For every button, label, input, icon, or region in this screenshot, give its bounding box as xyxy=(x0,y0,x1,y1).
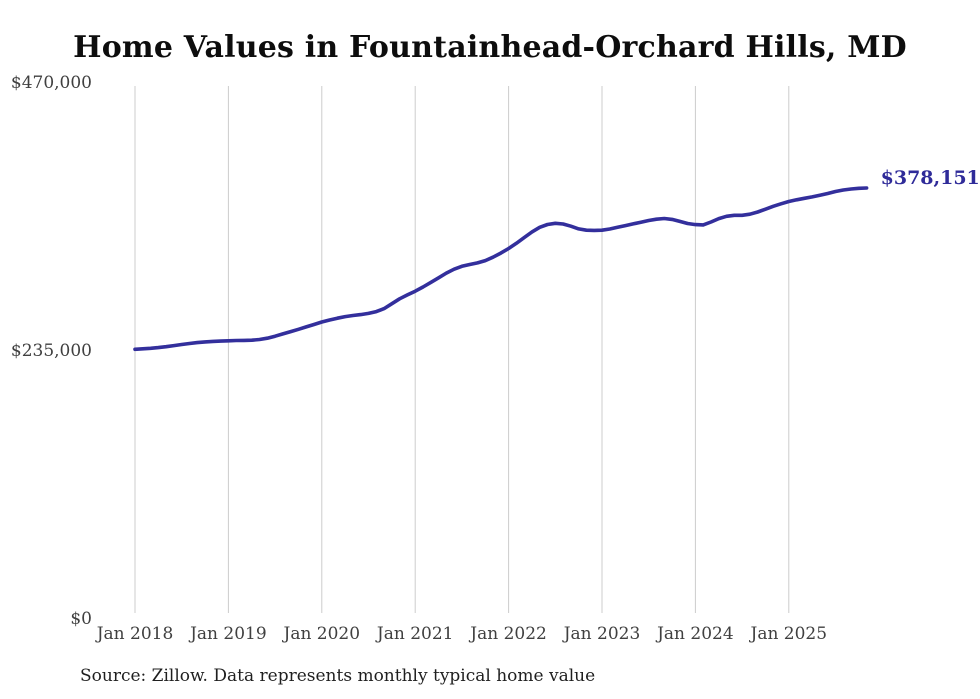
source-note: Source: Zillow. Data represents monthly … xyxy=(80,666,596,686)
year-gridlines xyxy=(134,86,790,613)
latest-value-label: $378,151 xyxy=(880,166,980,189)
x-tick-label-jan-2021: Jan 2021 xyxy=(376,624,454,644)
y-tick-label-235000: $235,000 xyxy=(10,341,92,361)
y-tick-label-0: $0 xyxy=(70,608,92,629)
x-tick-label-jan-2022: Jan 2022 xyxy=(470,624,547,644)
x-tick-label-jan-2025: Jan 2025 xyxy=(750,624,828,644)
x-tick-label-jan-2018: Jan 2018 xyxy=(96,624,174,644)
y-tick-label-470000: $470,000 xyxy=(10,73,92,94)
x-tick-label-jan-2019: Jan 2019 xyxy=(190,624,267,644)
home-value-line xyxy=(133,186,869,352)
x-tick-label-jan-2023: Jan 2023 xyxy=(563,624,641,644)
chart-title: Home Values in Fountainhead-Orchard Hill… xyxy=(73,30,907,65)
x-tick-label-jan-2020: Jan 2020 xyxy=(283,624,361,644)
x-tick-label-jan-2024: Jan 2024 xyxy=(657,624,734,644)
